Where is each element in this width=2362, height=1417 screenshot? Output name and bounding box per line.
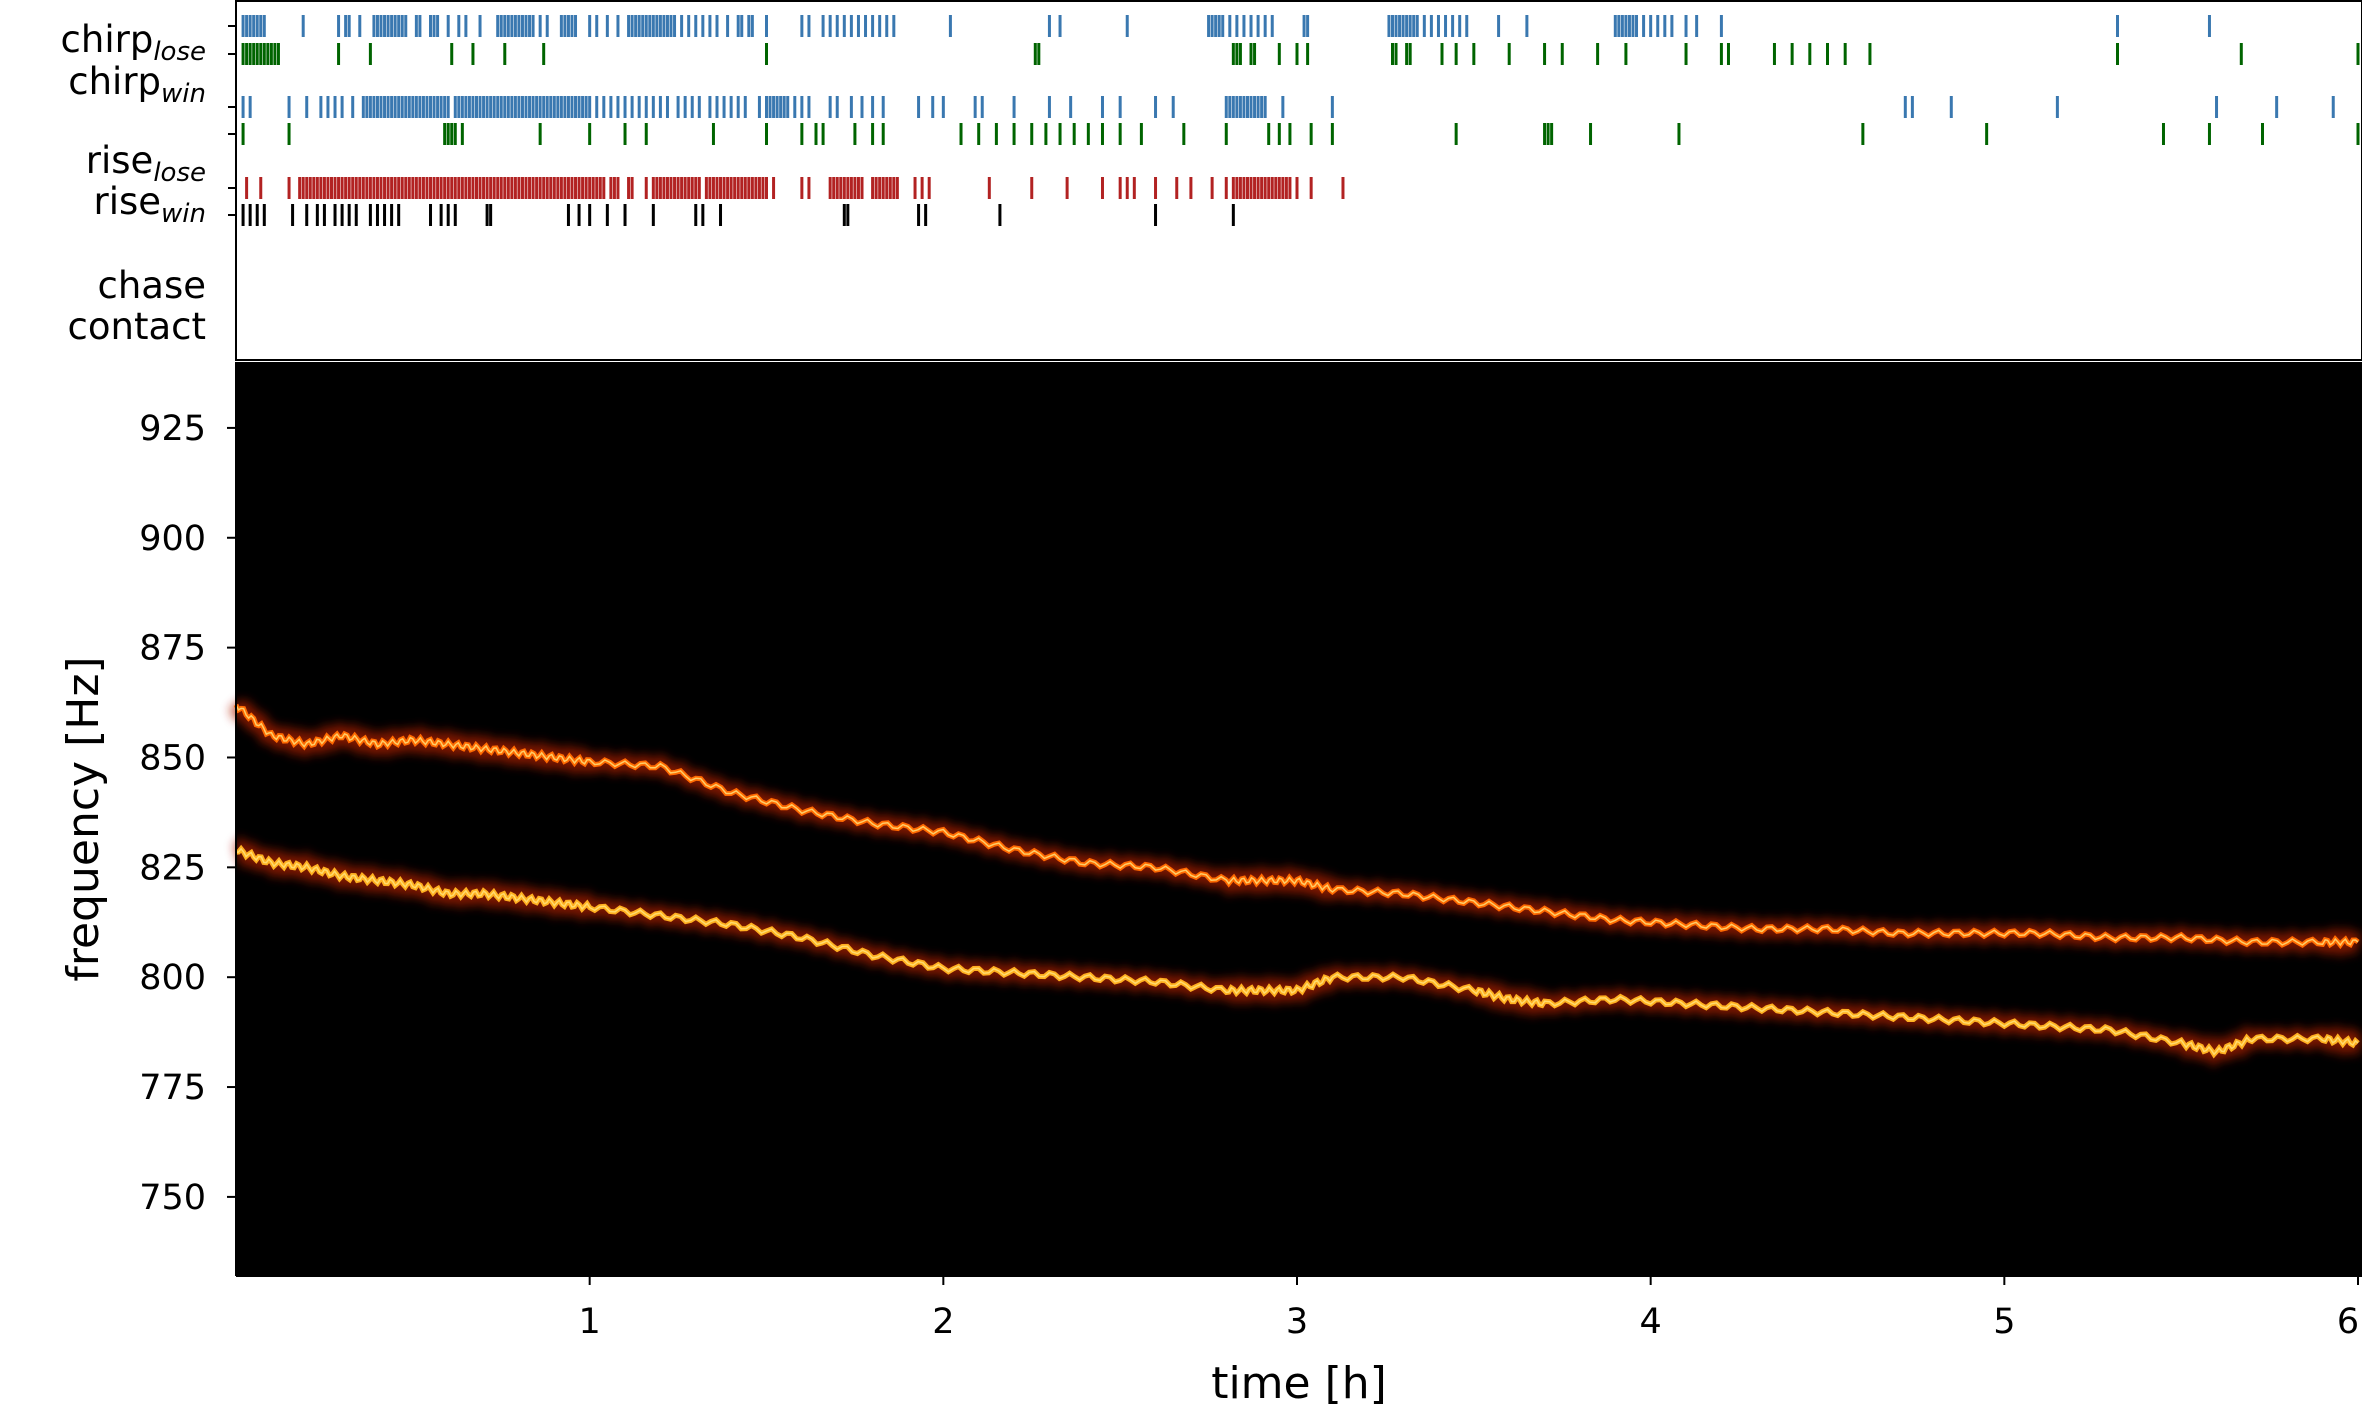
- raster-label-chase: chase: [97, 264, 206, 307]
- y-tick-label: 875: [139, 629, 206, 669]
- y-axis-label: frequency [Hz]: [58, 656, 109, 981]
- frequency-trace-core: [235, 847, 2359, 1056]
- raster-row-ticks: [228, 25, 236, 216]
- y-tick-label: 925: [139, 409, 206, 449]
- y-tick-label: 850: [139, 738, 206, 778]
- y-axis-ticks: 750 775 800 825 850 875 900 925: [139, 409, 236, 1218]
- x-tick-label: 1: [579, 1302, 601, 1342]
- y-tick-label: 800: [139, 958, 206, 998]
- x-axis-label: time [h]: [1211, 1358, 1387, 1409]
- x-axis-ticks: 1 2 3 4 5 6: [579, 1276, 2359, 1342]
- y-tick-label: 750: [139, 1178, 206, 1218]
- x-tick-label: 2: [932, 1302, 954, 1342]
- event-raster-panel: chirplose chirpwin riselose risewin chas…: [61, 0, 2362, 361]
- x-tick-label: 4: [1640, 1302, 1662, 1342]
- raster-label-rise-win: risewin: [93, 180, 206, 229]
- frequency-trace-core: [235, 704, 2359, 947]
- raster-label-chirp-win: chirpwin: [68, 60, 206, 109]
- raster-events: [241, 15, 2360, 226]
- y-tick-label: 775: [139, 1068, 206, 1108]
- x-tick-label: 6: [2337, 1302, 2359, 1342]
- y-tick-label: 825: [139, 848, 206, 888]
- spectrogram-panel: 750 775 800 825 850 875 900 925 1 2 3 4 5 6 time [h]…: [58, 362, 2362, 1409]
- raster-label-chirp-lose: chirplose: [61, 18, 206, 67]
- raster-row-labels: chirplose chirpwin riselose risewin chas…: [61, 18, 206, 348]
- x-tick-label: 3: [1286, 1302, 1308, 1342]
- frequency-traces: [228, 700, 2362, 1068]
- y-tick-label: 900: [139, 519, 206, 559]
- raster-label-rise-lose: riselose: [86, 139, 206, 188]
- x-tick-label: 5: [1993, 1302, 2015, 1342]
- raster-label-contact: contact: [68, 305, 206, 348]
